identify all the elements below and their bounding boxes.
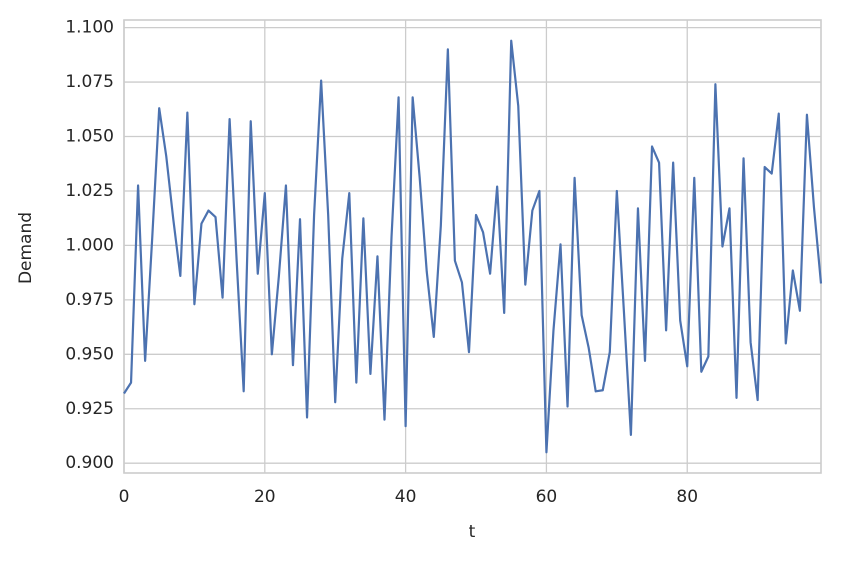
y-tick-label: 1.100 — [65, 18, 114, 38]
x-tick-label: 80 — [676, 487, 698, 507]
y-tick-label: 0.900 — [65, 453, 114, 473]
y-tick-label: 0.950 — [65, 344, 114, 364]
x-tick-label: 0 — [119, 487, 130, 507]
y-axis-label: Demand — [16, 212, 36, 284]
y-tick-label: 0.925 — [65, 399, 114, 419]
x-axis-label: t — [469, 522, 476, 542]
y-tick-label: 1.050 — [65, 127, 114, 147]
y-tick-label: 1.000 — [65, 235, 114, 255]
x-tick-label: 20 — [254, 487, 276, 507]
plot-frame — [123, 19, 822, 474]
x-tick-label: 60 — [536, 487, 558, 507]
data-line — [123, 39, 823, 454]
x-tick-label: 40 — [395, 487, 417, 507]
y-tick-label: 1.075 — [65, 72, 114, 92]
y-tick-label: 0.975 — [65, 290, 114, 310]
y-tick-label: 1.025 — [65, 181, 114, 201]
